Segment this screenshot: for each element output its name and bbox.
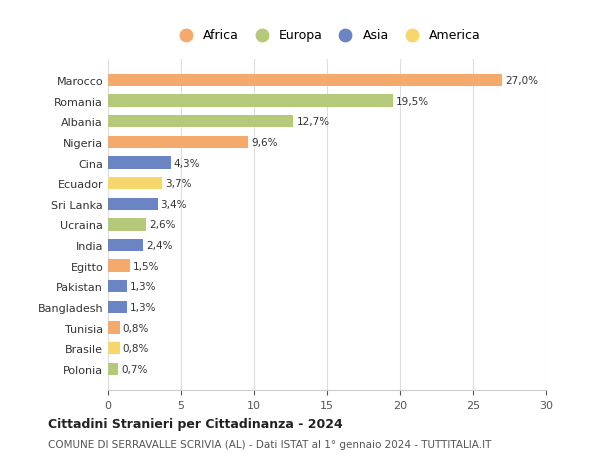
Bar [108,198,158,211]
Text: 12,7%: 12,7% [296,117,329,127]
Legend: Africa, Europa, Asia, America: Africa, Europa, Asia, America [167,23,487,48]
Bar [108,239,143,252]
Text: 3,4%: 3,4% [161,199,187,209]
Bar [108,363,118,375]
Text: 2,6%: 2,6% [149,220,175,230]
Bar [108,157,171,169]
Bar [108,301,127,313]
Bar [108,116,293,128]
Text: 4,3%: 4,3% [174,158,200,168]
Text: 27,0%: 27,0% [505,76,538,86]
Text: 2,4%: 2,4% [146,241,172,251]
Text: 1,3%: 1,3% [130,302,157,312]
Bar [108,136,248,149]
Bar [108,342,119,354]
Text: 1,5%: 1,5% [133,261,160,271]
Bar [108,280,127,293]
Text: COMUNE DI SERRAVALLE SCRIVIA (AL) - Dati ISTAT al 1° gennaio 2024 - TUTTITALIA.I: COMUNE DI SERRAVALLE SCRIVIA (AL) - Dati… [48,440,491,449]
Text: 0,7%: 0,7% [121,364,148,374]
Bar [108,322,119,334]
Bar [108,219,146,231]
Text: 3,7%: 3,7% [165,179,191,189]
Bar [108,178,162,190]
Text: 9,6%: 9,6% [251,138,278,148]
Text: 1,3%: 1,3% [130,282,157,291]
Bar [108,75,502,87]
Bar [108,260,130,272]
Text: 0,8%: 0,8% [122,343,149,353]
Text: Cittadini Stranieri per Cittadinanza - 2024: Cittadini Stranieri per Cittadinanza - 2… [48,417,343,430]
Text: 19,5%: 19,5% [395,96,429,106]
Text: 0,8%: 0,8% [122,323,149,333]
Bar [108,95,392,107]
